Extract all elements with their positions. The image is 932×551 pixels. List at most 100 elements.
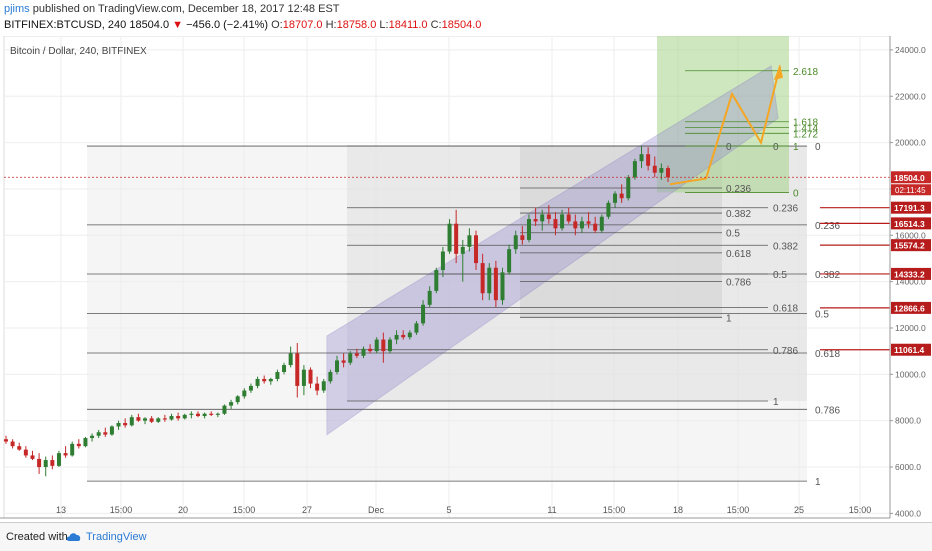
y-tick-label: 12000.0 <box>895 323 926 333</box>
price-badge <box>891 267 931 280</box>
candle-body <box>90 435 95 439</box>
candle-body <box>507 249 512 273</box>
candle-body <box>116 422 121 427</box>
x-tick-label: 18 <box>673 505 683 515</box>
fib-outer-level-label: 1 <box>815 477 821 488</box>
price-badge-label: 17191.3 <box>894 203 925 213</box>
candle-body <box>335 360 339 373</box>
candle-body <box>4 439 8 442</box>
x-tick-label: 15:00 <box>727 505 750 515</box>
candle-body <box>17 446 22 450</box>
candle-body <box>613 193 618 203</box>
candle-body <box>513 235 518 250</box>
price-chart[interactable]: Bitcoin / Dollar, 240, BITFINEX 0 0.236 0.3… <box>0 36 932 522</box>
author-link[interactable]: pjims <box>4 3 30 15</box>
candle-body <box>275 372 280 379</box>
candle-body <box>70 443 75 456</box>
candle-body <box>414 323 419 333</box>
projection-path <box>669 65 781 186</box>
candle-body <box>348 353 353 363</box>
candle-body <box>189 413 194 415</box>
candle-body <box>156 418 161 422</box>
price-badge <box>891 201 931 214</box>
candle-body <box>394 334 399 340</box>
fib-outer-level-label: 0.786 <box>815 405 840 416</box>
candle-body <box>103 432 108 435</box>
fib-outer-level-label: 0 <box>815 142 821 153</box>
candle-body <box>427 290 432 305</box>
fib-extension-level-label: 1.618 <box>793 118 818 129</box>
y-tick-label: 14000.0 <box>895 277 926 287</box>
candle-body <box>229 402 234 406</box>
x-tick-label: 13 <box>56 505 66 515</box>
candle-body <box>652 165 657 173</box>
low-value: 18411.0 <box>388 19 428 31</box>
candle-body <box>401 334 406 338</box>
x-tick-label: 11 <box>547 505 556 515</box>
price-badge <box>891 171 931 184</box>
countdown-badge <box>891 184 931 196</box>
fib-inner-level-label: 1 <box>726 313 732 324</box>
fib-extension-level-label: 1.414 <box>793 124 818 135</box>
price-badge <box>891 301 931 314</box>
fib-middle-level-label: 0.786 <box>773 346 798 357</box>
candle-body <box>553 219 558 229</box>
fib-inner-level-label: 0.236 <box>726 184 751 195</box>
candle-body <box>30 455 35 459</box>
candle-body <box>546 214 551 220</box>
tradingview-brand-link[interactable]: TradingView <box>86 531 147 543</box>
candle-body <box>162 418 167 420</box>
candle-body <box>23 449 28 456</box>
candle-body <box>599 216 604 231</box>
high-value: 18758.0 <box>336 19 377 31</box>
candle-body <box>268 378 273 382</box>
price-badge-label: 18504.0 <box>894 173 925 183</box>
x-tick-label: 20 <box>178 505 188 515</box>
price-badge <box>891 217 931 230</box>
candle-body <box>434 270 439 291</box>
candle-body <box>639 154 644 162</box>
candle-body <box>295 353 300 386</box>
x-tick-label: Dec <box>368 505 385 515</box>
candle-body <box>76 443 81 447</box>
candle-body <box>566 214 571 222</box>
candle-body <box>96 432 101 436</box>
price-badge <box>891 239 931 252</box>
fib-extension-level-label: 2.618 <box>793 67 818 78</box>
candle-body <box>37 458 42 468</box>
chart-header: pjims published on TradingView.com, Dece… <box>0 0 932 36</box>
candle-body <box>143 418 148 421</box>
fib-middle-level-label: 0 <box>773 142 779 153</box>
candle-body <box>136 417 141 421</box>
candle-body <box>579 221 584 229</box>
candle-body <box>460 246 465 254</box>
candle-body <box>666 168 670 178</box>
candle-body <box>50 460 55 466</box>
candle-body <box>533 219 538 222</box>
open-label: O: <box>271 19 283 31</box>
candle-body <box>262 378 267 382</box>
y-tick-label: 22000.0 <box>895 91 926 101</box>
candle-body <box>493 267 498 301</box>
candle-body <box>129 417 134 426</box>
fib-outer-level-label: 0.5 <box>815 309 829 320</box>
price-badge-label: 15574.2 <box>894 241 925 251</box>
fib-outer-level-label: 0.618 <box>815 349 840 360</box>
candle-body <box>387 339 392 352</box>
fib-outer-level-label: 0.382 <box>815 270 840 281</box>
fib-inner-level-label: 0.786 <box>726 278 751 289</box>
y-tick-label: 16000.0 <box>895 230 926 240</box>
x-tick-label: 5 <box>446 505 451 515</box>
candle-body <box>321 381 326 391</box>
candle-body <box>341 360 346 363</box>
candle-body <box>301 369 306 386</box>
fib-extension-level-label: 1 <box>793 142 799 153</box>
candle-body <box>195 413 200 417</box>
candle-body <box>374 339 379 352</box>
fib-extension-level-label: 1.272 <box>793 129 818 140</box>
y-tick-label: 4000.0 <box>895 508 921 518</box>
candle-body <box>83 438 88 447</box>
candle-body <box>659 168 664 173</box>
candle-body <box>176 416 181 419</box>
x-tick-label: 15:00 <box>849 505 872 515</box>
